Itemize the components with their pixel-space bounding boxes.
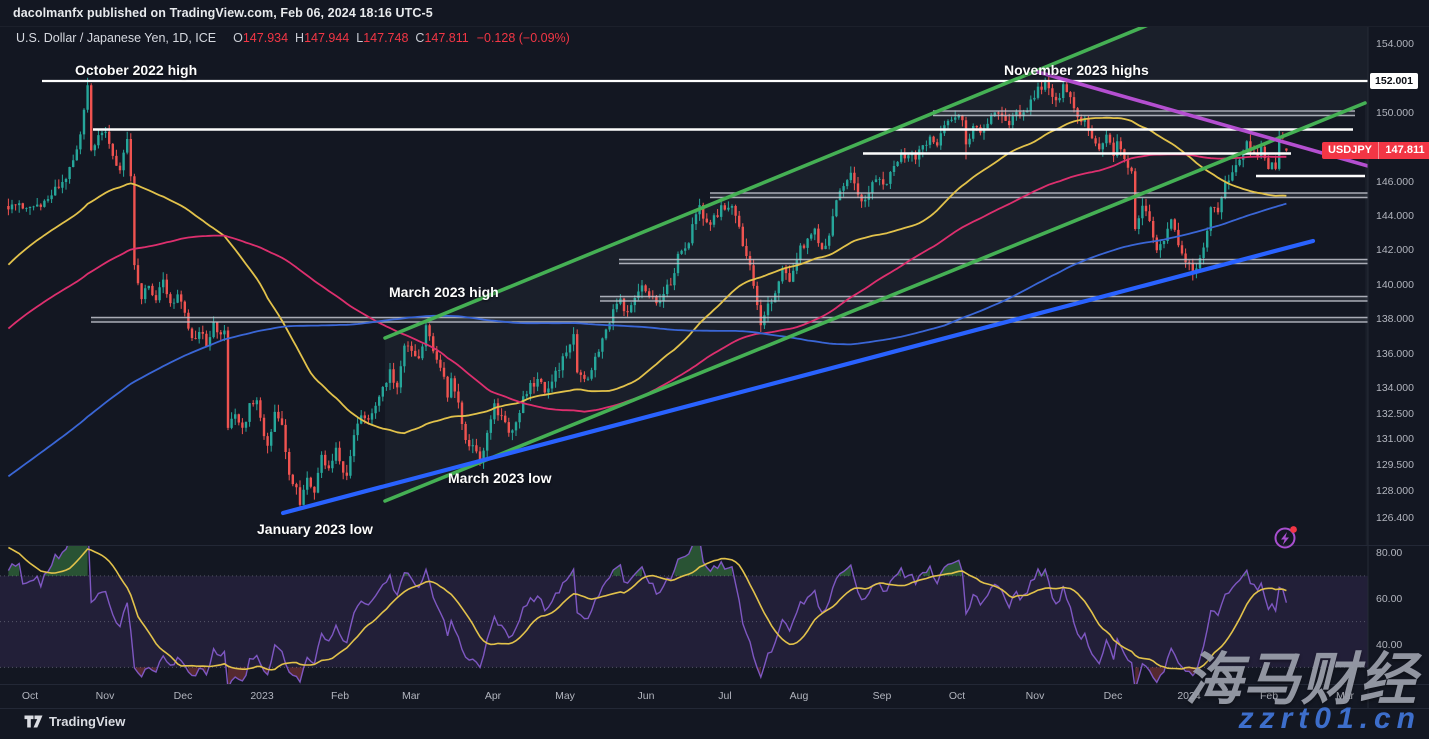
watermark-url: zzrt01.cn <box>1238 702 1421 735</box>
price-tick-label: 129.500 <box>1376 459 1414 472</box>
current-price-symbol: USDJPY <box>1322 142 1379 159</box>
time-tick-label: 2023 <box>250 690 274 702</box>
rsi-tick-label: 40.00 <box>1376 638 1403 651</box>
low-value: 147.748 <box>363 31 409 45</box>
watermark-chinese: 海马财经 <box>1185 648 1417 712</box>
price-tick-label: 150.000 <box>1376 107 1414 119</box>
annotation-label: March 2023 low <box>448 470 552 486</box>
time-tick-label: Apr <box>484 690 502 702</box>
price-tick-label: 140.000 <box>1376 278 1414 291</box>
time-tick-label: Feb <box>330 690 350 702</box>
time-tick-label: Sep <box>872 690 892 702</box>
current-price-badge: USDJPY 147.811 <box>1322 142 1429 159</box>
annotation-label: November 2023 highs <box>1004 62 1149 78</box>
close-value: 147.811 <box>424 31 469 45</box>
time-tick-label: Jul <box>718 690 732 702</box>
high-label: H <box>295 31 305 45</box>
time-tick-label: Dec <box>173 690 193 702</box>
time-tick-label: Oct <box>21 690 39 702</box>
annotation-label: October 2022 high <box>75 62 198 78</box>
time-tick-label: Oct <box>948 690 966 702</box>
rsi-tick-label: 80.00 <box>1376 547 1403 559</box>
time-tick-label: Jun <box>637 690 655 702</box>
time-tick-label: Mar <box>401 690 421 702</box>
symbol-legend: U.S. Dollar / Japanese Yen, 1D, ICE O147.… <box>16 31 570 45</box>
close-label: C <box>415 31 425 45</box>
flash-icon[interactable] <box>1272 525 1300 551</box>
high-value: 147.944 <box>304 31 350 45</box>
time-tick-label: Nov <box>1025 690 1045 702</box>
price-level-badge: 152.001 <box>1370 73 1418 89</box>
tradingview-logo[interactable]: TradingView <box>24 714 125 729</box>
time-tick-label: Feb <box>1259 690 1279 702</box>
symbol-title: U.S. Dollar / Japanese Yen, 1D, ICE <box>16 31 217 45</box>
price-tick-label: 136.000 <box>1376 347 1414 360</box>
price-tick-label: 126.400 <box>1376 512 1414 525</box>
price-tick-label: 134.000 <box>1376 381 1414 394</box>
tradingview-logo-text: TradingView <box>49 714 126 729</box>
time-tick-label: Dec <box>1103 690 1123 702</box>
price-tick-label: 144.000 <box>1376 210 1414 223</box>
open-value: 147.934 <box>242 31 289 45</box>
time-tick-label: Aug <box>789 690 809 702</box>
current-price-value: 147.811 <box>1385 144 1425 156</box>
time-tick-label: Nov <box>95 690 115 702</box>
annotation-label: January 2023 low <box>257 521 373 537</box>
time-tick-label: May <box>555 690 575 702</box>
price-tick-label: 128.000 <box>1376 484 1414 497</box>
price-tick-label: 146.000 <box>1376 175 1414 188</box>
publisher-text: dacolmanfx published on TradingView.com,… <box>13 6 433 20</box>
price-tick-label: 131.000 <box>1376 433 1414 446</box>
annotation-label: March 2023 high <box>389 284 499 300</box>
open-label: O <box>233 31 243 45</box>
low-label: L <box>356 31 364 45</box>
time-tick-label: Mar <box>1335 690 1355 702</box>
time-tick-label: 2024 <box>1177 690 1201 702</box>
rsi-tick-label: 60.00 <box>1376 592 1403 605</box>
tradingview-glyph <box>24 715 43 728</box>
price-tick-label: 138.000 <box>1376 313 1414 326</box>
price-tick-label: 132.500 <box>1376 407 1414 420</box>
price-tick-label: 142.000 <box>1376 244 1414 257</box>
change-value: −0.128 (−0.09%) <box>476 31 570 45</box>
price-tick-label: 154.000 <box>1376 38 1414 51</box>
publisher-bar: dacolmanfx published on TradingView.com,… <box>13 6 433 20</box>
